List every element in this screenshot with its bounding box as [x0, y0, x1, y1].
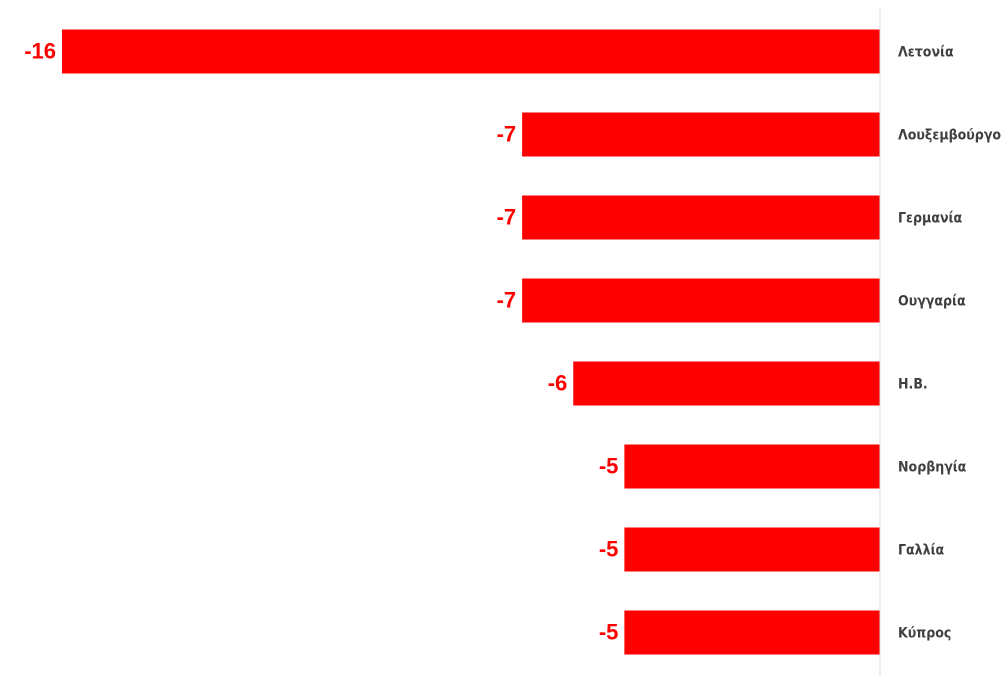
data-label: -7: [497, 204, 517, 229]
bar: [62, 29, 880, 74]
y-tick-label: Ουγγαρία: [898, 294, 966, 310]
data-label: -7: [497, 287, 517, 312]
y-tick-label: Λετονία: [898, 45, 954, 61]
y-tick-label: Λουξεμβούργο: [898, 128, 1001, 144]
y-tick-label: Γαλλία: [898, 543, 945, 559]
data-label: -5: [599, 619, 619, 644]
data-label: -6: [548, 370, 568, 395]
bar: [624, 610, 880, 655]
data-label: -5: [599, 453, 619, 478]
bar: [624, 527, 880, 572]
bar: [573, 361, 880, 406]
bar: [522, 278, 880, 323]
y-tick-label: Η.Β.: [898, 377, 928, 393]
y-tick-label: Κύπρος: [898, 626, 951, 642]
data-label: -7: [497, 121, 517, 146]
bar: [522, 195, 880, 240]
y-tick-label: Νορβηγία: [898, 460, 967, 476]
y-tick-label: Γερμανία: [898, 211, 962, 227]
data-label: -16: [24, 38, 56, 63]
bar: [624, 444, 880, 489]
data-label: -5: [599, 536, 619, 561]
bar: [522, 112, 880, 157]
